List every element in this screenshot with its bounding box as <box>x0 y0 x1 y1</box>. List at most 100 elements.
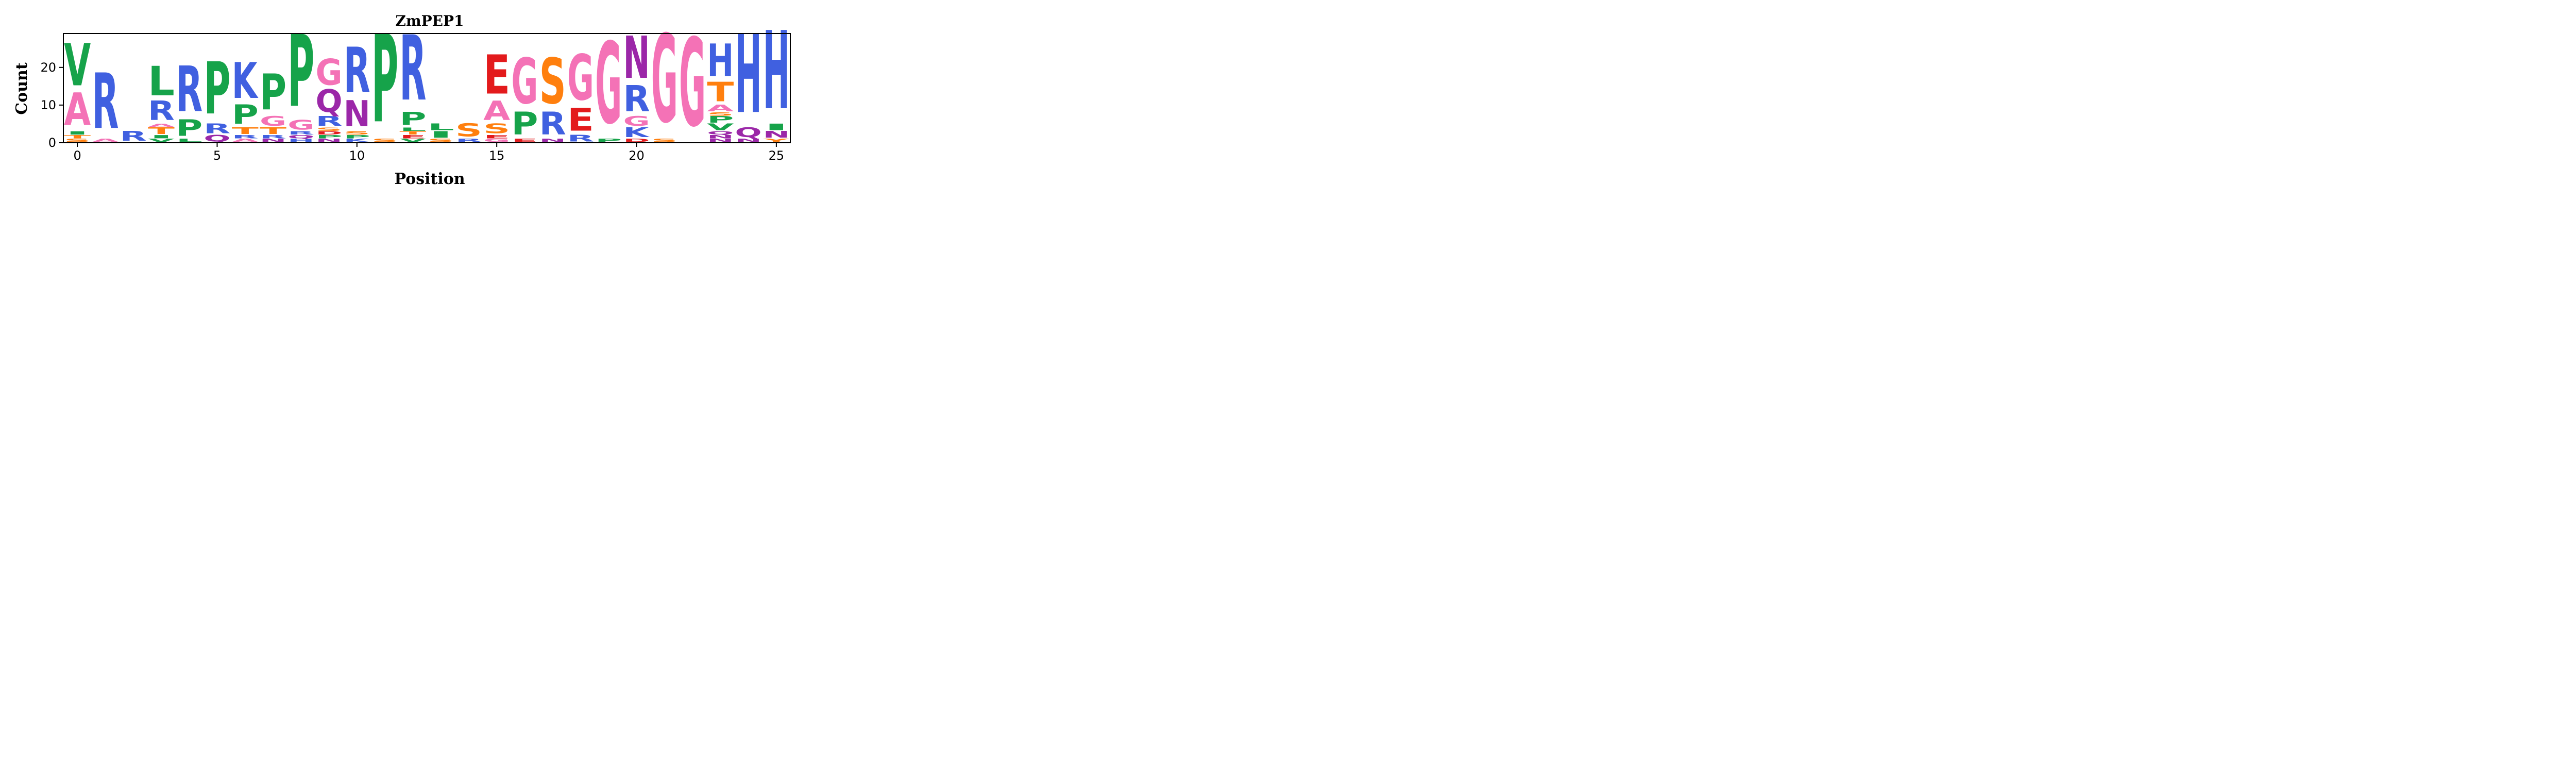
logo-letter: L <box>176 138 202 143</box>
logo-letter: G <box>260 113 286 129</box>
logo-letter: H <box>735 13 762 138</box>
logo-letter: Q <box>707 130 734 136</box>
logo-letter: S <box>316 127 343 132</box>
logo-letter: Q <box>204 133 230 143</box>
logo-letter: S <box>371 138 398 143</box>
logo-letter: V <box>707 122 734 132</box>
logo-letter: P <box>287 14 314 129</box>
logo-letter: S <box>651 138 678 143</box>
axis-layer: 0 5 10 15 20 25 0 10 20 <box>40 60 784 163</box>
logo-letter: L <box>148 58 175 105</box>
logo-letter: T <box>232 126 259 136</box>
logo-letter: A <box>483 95 511 127</box>
logo-letter: N <box>260 138 286 143</box>
logo-letter: N <box>316 138 343 143</box>
logo-letter: A <box>92 138 118 143</box>
logo-letter: S <box>428 138 454 143</box>
logo-letter: S <box>344 130 370 136</box>
logo-letter: E <box>511 138 538 143</box>
logo-letter: R <box>567 133 594 143</box>
logo-letter: N <box>623 24 650 92</box>
logo-letter: L <box>428 122 454 132</box>
logo-letter: P <box>344 134 370 139</box>
logo-letter: R <box>344 35 370 108</box>
logo-letter: R <box>92 58 118 146</box>
logo-letter: R <box>623 78 650 120</box>
logo-letter: R <box>539 106 566 142</box>
logo-letter: P <box>260 63 286 121</box>
y-tick-label: 10 <box>40 98 56 112</box>
x-tick-label: 20 <box>629 148 645 163</box>
logo-letter: H <box>763 9 790 135</box>
logo-letter: I <box>428 129 454 140</box>
logo-letter: P <box>595 138 622 143</box>
x-tick-label: 15 <box>489 148 505 163</box>
logo-letter: I <box>64 130 91 136</box>
logo-letter: G <box>287 117 314 133</box>
logo-letter: N <box>344 93 370 135</box>
logo-letter: T <box>148 126 175 136</box>
logo-letter: E <box>399 134 426 139</box>
logo-letter: R <box>120 128 147 144</box>
x-tick-label: 5 <box>213 148 221 163</box>
logo-letter: G <box>511 45 538 119</box>
logo-letter: G <box>679 14 706 154</box>
logo-letter: V <box>148 138 175 143</box>
logo-letter: R <box>316 113 343 129</box>
logo-letter: R <box>148 95 175 126</box>
logo-letter: T <box>707 76 734 108</box>
chart-title: ZmPEP1 <box>396 12 464 29</box>
logo-letter: R <box>260 135 286 140</box>
logo-letter: P <box>511 106 538 142</box>
logo-letter: R <box>455 138 482 143</box>
logo-letter: G <box>651 10 678 150</box>
logo-letter: P <box>232 99 259 130</box>
logo-letter: Q <box>316 83 343 120</box>
logo-letter: P <box>176 115 202 141</box>
logo-letter: A <box>64 84 91 136</box>
logo-letter: R <box>176 54 202 126</box>
logo-letter: R <box>204 121 230 137</box>
logo-letter: K <box>232 53 259 110</box>
logo-letter: P <box>316 134 343 139</box>
x-tick-label: 0 <box>73 148 81 163</box>
logo-letter: R <box>399 18 426 122</box>
logo-letter: H <box>287 138 314 143</box>
x-tick-label: 10 <box>349 148 365 163</box>
logo-letter: S <box>483 121 510 137</box>
logo-letter: E <box>483 43 510 106</box>
logo-letter: R <box>232 135 259 140</box>
logo-letter: A <box>707 103 734 113</box>
logo-letter: T <box>64 134 91 139</box>
plot-frame <box>63 33 791 143</box>
logo-letter: N <box>763 129 790 140</box>
logo-letter: G <box>567 42 594 115</box>
logo-letter: R <box>287 130 314 136</box>
logo-letter: L <box>399 127 426 132</box>
logo-letter: N <box>539 138 566 143</box>
x-tick-label: 25 <box>769 148 785 163</box>
y-axis-label: Count <box>13 62 31 115</box>
logo-letter: S <box>707 112 734 117</box>
logo-letter: H <box>707 35 734 87</box>
logo-letter: E <box>483 134 510 139</box>
logo-letter: P <box>707 114 734 125</box>
logo-letter: G <box>483 138 510 143</box>
x-axis-label: Position <box>394 170 465 188</box>
y-tick-label: 20 <box>40 60 56 75</box>
logo-letter: I <box>148 134 175 139</box>
logo-letter: T <box>399 130 426 136</box>
logo-letter: P <box>399 109 426 129</box>
logo-letter: E <box>567 102 594 138</box>
logo-letter: Q <box>287 134 314 139</box>
logo-letter: K <box>623 124 650 140</box>
logo-letter: V <box>64 31 91 99</box>
logo-letter: S <box>539 45 566 119</box>
logo-letter: Q <box>735 125 762 140</box>
logo-letter: G <box>623 113 650 129</box>
logo-letter: N <box>707 135 734 140</box>
logo-letter: N <box>707 138 734 143</box>
logo-letter: S <box>455 120 482 141</box>
